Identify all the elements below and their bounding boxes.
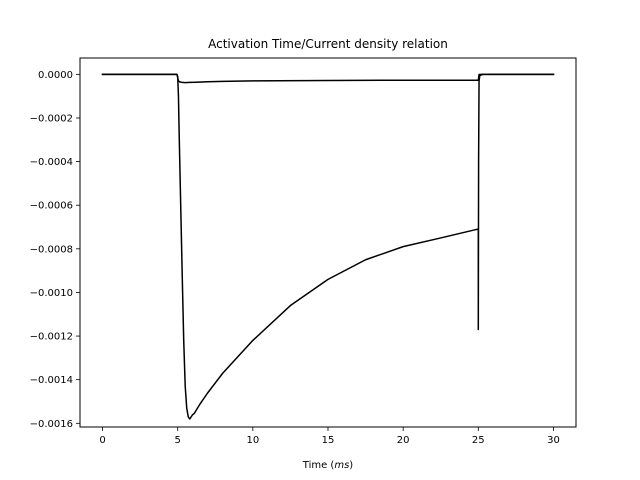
x-axis-title: Time (ms) <box>302 460 354 471</box>
x-tick-label: 30 <box>547 435 560 446</box>
x-axis-title-suffix: ) <box>349 460 353 471</box>
x-axis-title-prefix: Time ( <box>302 460 335 471</box>
y-tick-label: −0.0016 <box>30 419 73 430</box>
x-tick-label: 0 <box>99 435 105 446</box>
y-tick-label: −0.0004 <box>30 157 73 168</box>
y-tick-label: −0.0008 <box>30 244 73 255</box>
y-tick-label: −0.0010 <box>30 288 73 299</box>
y-tick-label: −0.0006 <box>30 201 73 212</box>
x-axis-title-unit: ms <box>334 460 349 471</box>
x-tick-label: 10 <box>246 435 259 446</box>
x-tick-label: 15 <box>322 435 335 446</box>
plot-area <box>101 73 555 420</box>
series-line-2 <box>101 73 555 420</box>
y-axis: 0.0000 −0.0002 −0.0004 −0.0006 −0.0008 −0.001… <box>30 70 80 430</box>
chart-title: Activation Time/Current density relation <box>208 37 448 51</box>
series-line-1 <box>101 73 555 84</box>
y-tick-label: −0.0012 <box>30 332 73 343</box>
y-tick-label: 0.0000 <box>38 70 73 81</box>
x-tick-label: 25 <box>472 435 485 446</box>
x-axis: 0 5 10 15 20 25 30 <box>99 427 560 446</box>
y-tick-label: −0.0002 <box>30 113 73 124</box>
x-tick-label: 20 <box>397 435 410 446</box>
x-tick-label: 5 <box>175 435 181 446</box>
y-tick-label: −0.0014 <box>30 375 73 386</box>
